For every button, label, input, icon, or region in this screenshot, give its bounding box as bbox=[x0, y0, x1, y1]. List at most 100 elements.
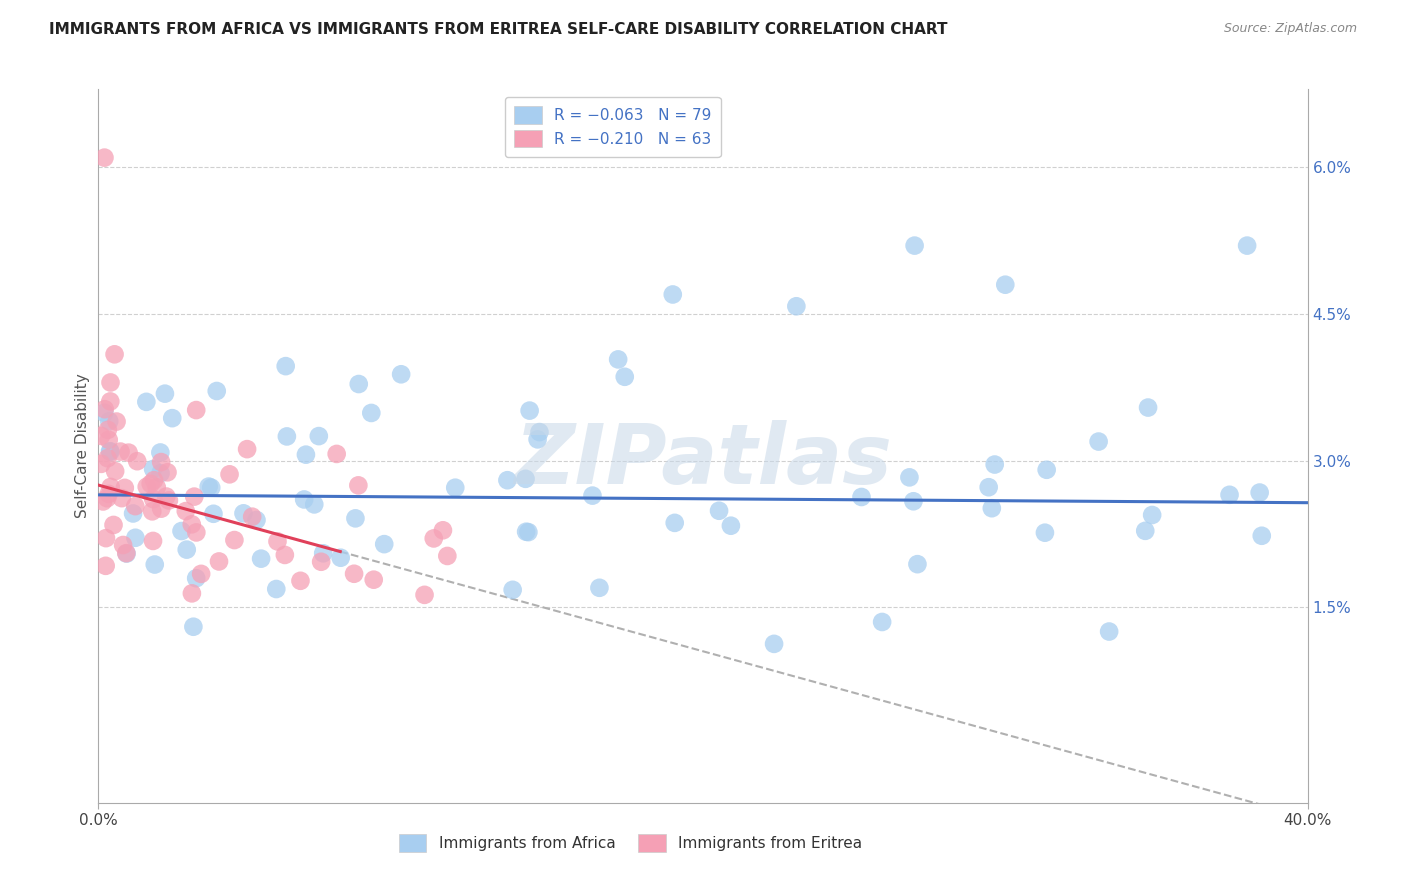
Text: ZIPatlas: ZIPatlas bbox=[515, 420, 891, 500]
Y-axis label: Self-Care Disability: Self-Care Disability bbox=[75, 374, 90, 518]
Point bbox=[1218, 488, 1240, 502]
Point bbox=[898, 470, 921, 484]
Point bbox=[325, 447, 347, 461]
Point bbox=[224, 533, 246, 547]
Point bbox=[186, 571, 208, 585]
Point bbox=[588, 581, 610, 595]
Point bbox=[389, 368, 412, 382]
Point bbox=[186, 525, 208, 540]
Point bbox=[141, 504, 163, 518]
Point bbox=[110, 444, 132, 458]
Point bbox=[115, 547, 138, 561]
Point bbox=[143, 473, 166, 487]
Point bbox=[720, 518, 742, 533]
Point bbox=[135, 395, 157, 409]
Point bbox=[904, 238, 927, 252]
Point bbox=[100, 444, 122, 458]
Point bbox=[344, 511, 367, 525]
Point bbox=[145, 480, 167, 494]
Point bbox=[98, 414, 121, 428]
Point bbox=[112, 538, 135, 552]
Point bbox=[851, 490, 873, 504]
Point bbox=[1035, 463, 1057, 477]
Point bbox=[312, 546, 335, 560]
Point bbox=[347, 478, 370, 492]
Point bbox=[162, 411, 184, 425]
Point bbox=[149, 467, 172, 481]
Point bbox=[122, 507, 145, 521]
Point bbox=[1236, 238, 1258, 252]
Point bbox=[115, 546, 138, 560]
Point bbox=[142, 533, 165, 548]
Point bbox=[180, 586, 202, 600]
Point bbox=[707, 504, 730, 518]
Point bbox=[907, 557, 929, 571]
Point bbox=[436, 549, 458, 563]
Point bbox=[266, 534, 288, 549]
Point bbox=[202, 507, 225, 521]
Point bbox=[100, 480, 122, 494]
Point bbox=[104, 464, 127, 478]
Point bbox=[250, 551, 273, 566]
Point bbox=[292, 492, 315, 507]
Point bbox=[304, 497, 326, 511]
Point bbox=[124, 499, 146, 513]
Point bbox=[581, 489, 603, 503]
Text: IMMIGRANTS FROM AFRICA VS IMMIGRANTS FROM ERITREA SELF-CARE DISABILITY CORRELATI: IMMIGRANTS FROM AFRICA VS IMMIGRANTS FRO… bbox=[49, 22, 948, 37]
Point bbox=[153, 386, 176, 401]
Point bbox=[96, 451, 118, 466]
Point bbox=[135, 480, 157, 494]
Point bbox=[94, 558, 117, 573]
Point bbox=[157, 493, 180, 508]
Point bbox=[422, 532, 444, 546]
Point bbox=[363, 573, 385, 587]
Point bbox=[517, 525, 540, 540]
Point bbox=[496, 473, 519, 487]
Point bbox=[240, 509, 263, 524]
Point bbox=[218, 467, 240, 482]
Point bbox=[174, 504, 197, 518]
Point bbox=[1135, 524, 1157, 538]
Point bbox=[613, 369, 636, 384]
Point bbox=[124, 531, 146, 545]
Point bbox=[360, 406, 382, 420]
Point bbox=[143, 558, 166, 572]
Point bbox=[266, 582, 288, 596]
Point bbox=[103, 518, 125, 533]
Point bbox=[97, 423, 120, 437]
Point bbox=[276, 429, 298, 443]
Point bbox=[176, 542, 198, 557]
Point bbox=[347, 377, 370, 392]
Point bbox=[1249, 485, 1271, 500]
Point bbox=[93, 402, 115, 417]
Point bbox=[1250, 529, 1272, 543]
Point bbox=[200, 481, 222, 495]
Point bbox=[664, 516, 686, 530]
Point bbox=[208, 554, 231, 568]
Point bbox=[98, 394, 121, 409]
Point bbox=[170, 524, 193, 538]
Point bbox=[343, 566, 366, 581]
Point bbox=[91, 494, 114, 508]
Text: Source: ZipAtlas.com: Source: ZipAtlas.com bbox=[1223, 22, 1357, 36]
Point bbox=[1137, 401, 1160, 415]
Point bbox=[329, 550, 352, 565]
Point bbox=[232, 506, 254, 520]
Point bbox=[197, 479, 219, 493]
Point bbox=[105, 415, 128, 429]
Point bbox=[245, 513, 267, 527]
Point bbox=[127, 454, 149, 468]
Point bbox=[1098, 624, 1121, 639]
Point bbox=[413, 588, 436, 602]
Point bbox=[150, 501, 173, 516]
Point bbox=[190, 566, 212, 581]
Point bbox=[149, 445, 172, 459]
Point bbox=[607, 352, 630, 367]
Point bbox=[1087, 434, 1109, 449]
Point bbox=[519, 403, 541, 417]
Point bbox=[183, 490, 205, 504]
Point bbox=[373, 537, 395, 551]
Point bbox=[97, 487, 120, 501]
Point bbox=[444, 481, 467, 495]
Point bbox=[870, 615, 893, 629]
